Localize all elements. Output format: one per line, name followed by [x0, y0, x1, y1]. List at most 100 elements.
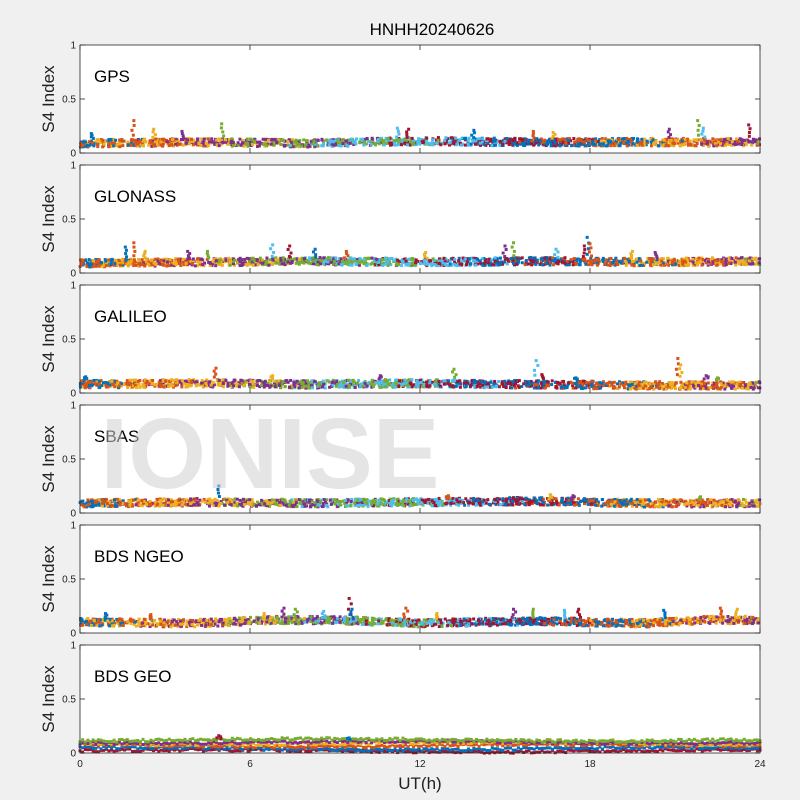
marker	[85, 382, 89, 386]
marker	[516, 384, 520, 388]
marker	[117, 258, 121, 262]
marker	[691, 258, 695, 262]
marker	[264, 137, 268, 141]
marker	[379, 260, 383, 264]
marker	[389, 383, 393, 387]
marker	[343, 142, 347, 146]
marker	[652, 382, 656, 386]
marker	[204, 143, 208, 147]
marker	[456, 384, 460, 388]
marker	[702, 382, 706, 386]
marker	[545, 384, 549, 388]
marker	[480, 383, 484, 387]
spike-marker	[512, 254, 516, 258]
marker	[464, 263, 468, 267]
marker	[387, 141, 391, 145]
marker	[740, 140, 744, 144]
marker	[297, 142, 301, 146]
marker	[151, 139, 155, 143]
marker	[319, 262, 323, 266]
marker	[537, 384, 541, 388]
marker	[558, 141, 562, 145]
marker	[179, 257, 183, 261]
marker	[669, 383, 673, 387]
marker	[514, 386, 518, 390]
marker	[353, 385, 357, 389]
spike-marker	[512, 241, 515, 245]
marker	[456, 140, 460, 144]
marker	[719, 385, 723, 389]
marker	[456, 380, 460, 384]
marker	[396, 138, 400, 142]
marker	[374, 381, 378, 385]
marker	[125, 379, 129, 383]
marker	[493, 259, 497, 263]
marker	[342, 380, 346, 384]
spike-marker	[214, 366, 218, 370]
marker	[676, 137, 680, 141]
marker	[354, 262, 358, 266]
marker	[643, 137, 647, 141]
marker	[302, 257, 306, 261]
marker	[539, 257, 543, 261]
marker	[297, 257, 301, 261]
marker	[263, 140, 267, 144]
marker	[437, 383, 441, 387]
spike-marker	[132, 245, 136, 249]
marker	[120, 259, 124, 263]
marker	[113, 385, 117, 389]
marker	[383, 378, 387, 382]
spike-marker	[377, 377, 381, 381]
marker	[666, 138, 670, 142]
marker	[154, 144, 158, 148]
marker	[440, 261, 444, 265]
spike-marker	[585, 235, 589, 239]
marker	[528, 257, 532, 261]
marker	[758, 143, 762, 147]
marker	[457, 259, 461, 263]
marker	[571, 382, 575, 386]
marker	[593, 142, 597, 146]
marker	[654, 380, 658, 384]
marker	[554, 138, 558, 142]
marker	[727, 256, 731, 260]
marker	[126, 385, 130, 389]
marker	[571, 384, 575, 388]
marker	[632, 264, 636, 268]
marker	[249, 379, 253, 383]
marker	[224, 379, 228, 383]
marker	[634, 384, 638, 388]
marker	[558, 381, 562, 385]
marker	[758, 137, 762, 141]
marker	[119, 383, 123, 387]
marker	[575, 139, 579, 143]
marker	[344, 384, 348, 388]
marker	[479, 385, 483, 389]
marker	[751, 257, 755, 261]
marker	[308, 386, 312, 390]
marker	[697, 256, 701, 260]
marker	[466, 381, 470, 385]
marker	[156, 259, 160, 263]
marker	[453, 138, 457, 142]
marker	[579, 384, 583, 388]
marker	[94, 257, 98, 261]
marker	[86, 145, 90, 149]
marker	[608, 384, 612, 388]
marker	[472, 378, 476, 382]
spike-marker	[132, 241, 136, 245]
marker	[726, 137, 730, 141]
marker	[154, 263, 158, 267]
marker	[626, 257, 630, 261]
marker	[417, 137, 421, 141]
marker	[730, 384, 734, 388]
marker	[624, 263, 628, 267]
marker	[532, 260, 536, 264]
marker	[748, 256, 752, 260]
marker	[550, 383, 554, 387]
marker	[333, 381, 337, 385]
marker	[649, 140, 653, 144]
marker	[437, 261, 441, 265]
marker	[420, 384, 424, 388]
marker	[168, 384, 172, 388]
